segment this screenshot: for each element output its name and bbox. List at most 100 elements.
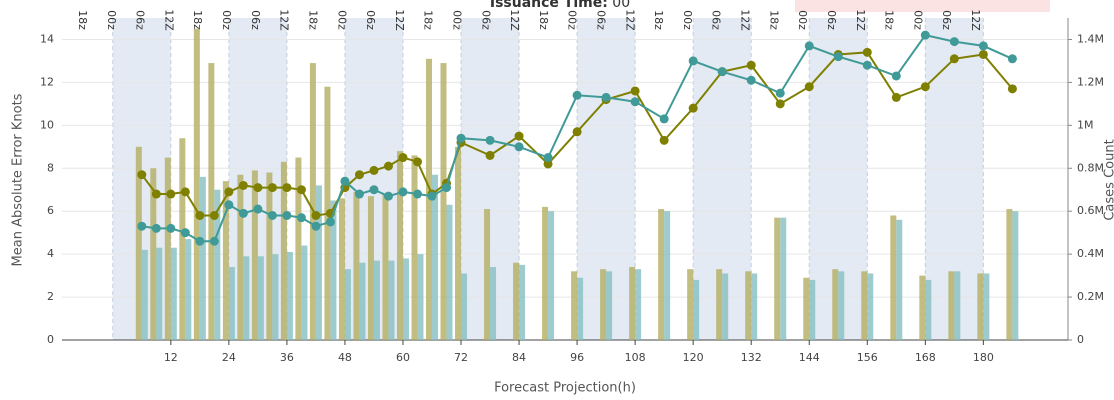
y-tick-label: 2 xyxy=(47,290,54,303)
bar xyxy=(150,168,157,340)
bar xyxy=(446,204,453,340)
y2-tick-label: 1.4M xyxy=(1077,32,1104,45)
bar xyxy=(542,206,549,340)
series-point xyxy=(1007,54,1017,64)
series-point xyxy=(862,60,872,70)
series-point xyxy=(224,187,234,197)
bar xyxy=(832,269,839,340)
bar xyxy=(484,209,491,340)
y-tick-label: 4 xyxy=(47,247,54,260)
bar xyxy=(658,209,665,340)
title-label: Issuance Time: xyxy=(490,0,608,11)
series-point xyxy=(369,165,379,175)
top-time-label: 12Z xyxy=(854,9,867,31)
bar xyxy=(693,279,700,340)
series-point xyxy=(601,92,611,102)
series-point xyxy=(166,223,176,233)
bar xyxy=(606,271,613,340)
bar xyxy=(461,273,468,340)
series-point xyxy=(354,170,364,180)
bar xyxy=(548,211,555,340)
x-tick-label: 156 xyxy=(857,351,878,364)
series-point xyxy=(369,185,379,195)
top-time-label: 12Z xyxy=(969,9,982,31)
bar xyxy=(780,217,787,340)
top-time-label: 18z xyxy=(191,10,204,30)
x-tick-label: 168 xyxy=(915,351,936,364)
x-tick-label: 24 xyxy=(222,351,236,364)
bar xyxy=(896,219,903,340)
series-point xyxy=(659,135,669,145)
top-time-label: 06z xyxy=(479,10,492,30)
y2-tick-label: 0.8M xyxy=(1077,161,1104,174)
y-axis-title: Mean Absolute Error Knots xyxy=(11,93,26,266)
series-point xyxy=(137,170,147,180)
title-value: 00 xyxy=(612,0,630,11)
top-time-label: 18z xyxy=(422,10,435,30)
bar xyxy=(164,157,171,340)
bar xyxy=(237,174,244,340)
series-point xyxy=(354,189,364,199)
bar xyxy=(919,275,926,340)
series-point xyxy=(282,210,292,220)
bar xyxy=(809,279,816,340)
series-point xyxy=(949,54,959,64)
series-point xyxy=(137,221,147,231)
bar xyxy=(867,273,874,340)
bar xyxy=(315,185,322,340)
chart-title: Issuance Time: 00 xyxy=(490,0,630,11)
series-point xyxy=(456,133,466,143)
series-point xyxy=(209,210,219,220)
series-point xyxy=(209,236,219,246)
series-point xyxy=(282,183,292,193)
bar xyxy=(925,279,932,340)
series-point xyxy=(311,210,321,220)
y-tick-label: 14 xyxy=(40,32,54,45)
bar xyxy=(577,277,584,340)
bar xyxy=(309,63,316,341)
bar xyxy=(1012,211,1019,340)
top-time-label: 18z xyxy=(306,10,319,30)
bar xyxy=(629,267,636,340)
y-tick-label: 10 xyxy=(40,118,54,131)
top-time-label: 00z xyxy=(911,10,924,30)
bar xyxy=(1006,209,1013,340)
series-point xyxy=(398,153,408,163)
series-point xyxy=(296,213,306,223)
bar xyxy=(344,269,351,340)
y2-tick-label: 1.2M xyxy=(1077,75,1104,88)
bar xyxy=(687,269,694,340)
bar xyxy=(156,247,163,340)
y-tick-label: 12 xyxy=(40,75,54,88)
y2-tick-label: 0.6M xyxy=(1077,204,1104,217)
series-point xyxy=(717,67,727,77)
x-tick-label: 36 xyxy=(280,351,294,364)
bar xyxy=(745,271,752,340)
top-time-label: 06z xyxy=(595,10,608,30)
bar xyxy=(141,249,148,340)
series-point xyxy=(267,210,277,220)
bar xyxy=(228,267,235,340)
bar xyxy=(411,155,418,340)
bar xyxy=(890,215,897,340)
series-point xyxy=(267,183,277,193)
top-time-label: 06z xyxy=(940,10,953,30)
series-point xyxy=(383,161,393,171)
bar xyxy=(977,273,984,340)
bar xyxy=(774,217,781,340)
x-tick-label: 96 xyxy=(570,351,584,364)
series-point xyxy=(151,189,161,199)
series-point xyxy=(180,228,190,238)
x-tick-label: 180 xyxy=(973,351,994,364)
top-time-label: 00z xyxy=(566,10,579,30)
x-tick-label: 144 xyxy=(799,351,820,364)
series-point xyxy=(630,86,640,96)
bar xyxy=(251,170,258,340)
series-point xyxy=(978,41,988,51)
series-point xyxy=(688,103,698,113)
y2-tick-label: 0.4M xyxy=(1077,247,1104,260)
top-time-label: 00z xyxy=(220,10,233,30)
top-time-label: 18z xyxy=(76,10,89,30)
bar xyxy=(257,256,264,340)
notice-bar xyxy=(795,0,1050,12)
